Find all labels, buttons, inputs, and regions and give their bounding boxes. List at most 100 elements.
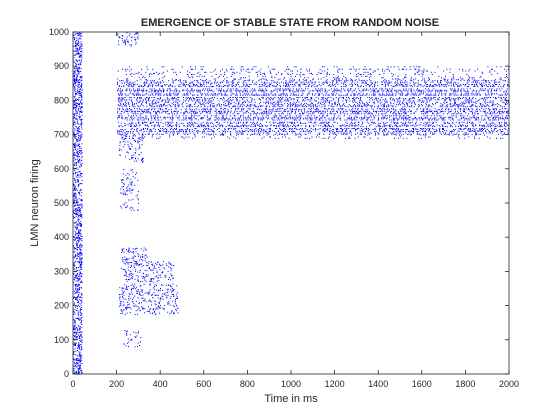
spike-point [160,265,161,266]
spike-point [489,133,490,134]
spike-point [150,123,151,124]
spike-point [299,109,300,110]
spike-point [305,123,306,124]
spike-point [173,296,174,297]
spike-point [306,106,307,107]
spike-point [312,103,313,104]
spike-point [385,125,386,126]
spike-point [80,267,81,268]
spike-point [81,238,82,239]
spike-point [258,129,259,130]
spike-point [135,158,136,159]
spike-point [383,106,384,107]
spike-point [138,191,139,192]
spike-point [179,129,180,130]
spike-point [75,148,76,149]
spike-point [391,128,392,129]
spike-point [123,186,124,187]
spike-point [490,112,491,113]
spike-point [451,109,452,110]
spike-point [458,108,459,109]
spike-point [81,45,82,46]
spike-point [472,108,473,109]
spike-point [142,292,143,293]
spike-point [77,80,78,81]
spike-point [260,126,261,127]
spike-point [210,109,211,110]
spike-point [299,105,300,106]
spike-point [74,83,75,84]
spike-point [281,118,282,119]
spike-point [472,104,473,105]
spike-point [137,346,138,347]
spike-point [224,112,225,113]
spike-point [147,111,148,112]
spike-point [403,123,404,124]
spike-point [394,138,395,139]
spike-point [400,115,401,116]
spike-point [486,113,487,114]
spike-point [229,138,230,139]
spike-point [155,303,156,304]
spike-point [76,367,77,368]
spike-point [198,130,199,131]
spike-point [140,257,141,258]
spike-point [243,104,244,105]
spike-point [216,115,217,116]
spike-point [341,125,342,126]
spike-point [75,55,76,56]
spike-point [74,105,75,106]
spike-point [176,310,177,311]
spike-point [391,120,392,121]
spike-point [275,104,276,105]
spike-point [357,133,358,134]
spike-point [77,71,78,72]
spike-point [287,106,288,107]
spike-point [282,125,283,126]
spike-point [137,210,138,211]
spike-point [179,115,180,116]
spike-point [226,126,227,127]
spike-point [279,113,280,114]
spike-point [147,112,148,113]
spike-point [237,126,238,127]
spike-point [398,138,399,139]
spike-point [125,270,126,271]
spike-point [329,113,330,114]
spike-point [126,273,127,274]
spike-point [490,109,491,110]
spike-point [364,104,365,105]
spike-point [77,174,78,175]
spike-point [75,173,76,174]
spike-point [147,109,148,110]
spike-point [126,279,127,280]
spike-point [168,123,169,124]
spike-point [354,117,355,118]
spike-point [261,105,262,106]
spike-point [502,135,503,136]
spike-point [177,312,178,313]
spike-point [186,130,187,131]
spike-point [74,165,75,166]
spike-point [502,126,503,127]
spike-point [173,305,174,306]
spike-point [124,112,125,113]
spike-point [228,103,229,104]
spike-point [131,123,132,124]
spike-point [135,271,136,272]
spike-point [445,126,446,127]
spike-point [143,105,144,106]
spike-point [76,337,77,338]
spike-point [272,103,273,104]
spike-point [305,128,306,129]
spike-point [360,134,361,135]
spike-point [280,115,281,116]
spike-point [74,62,75,63]
spike-point [133,288,134,289]
spike-point [78,64,79,65]
spike-point [166,295,167,296]
spike-point [413,130,414,131]
spike-point [126,335,127,336]
spike-point [79,132,80,133]
spike-point [144,257,145,258]
